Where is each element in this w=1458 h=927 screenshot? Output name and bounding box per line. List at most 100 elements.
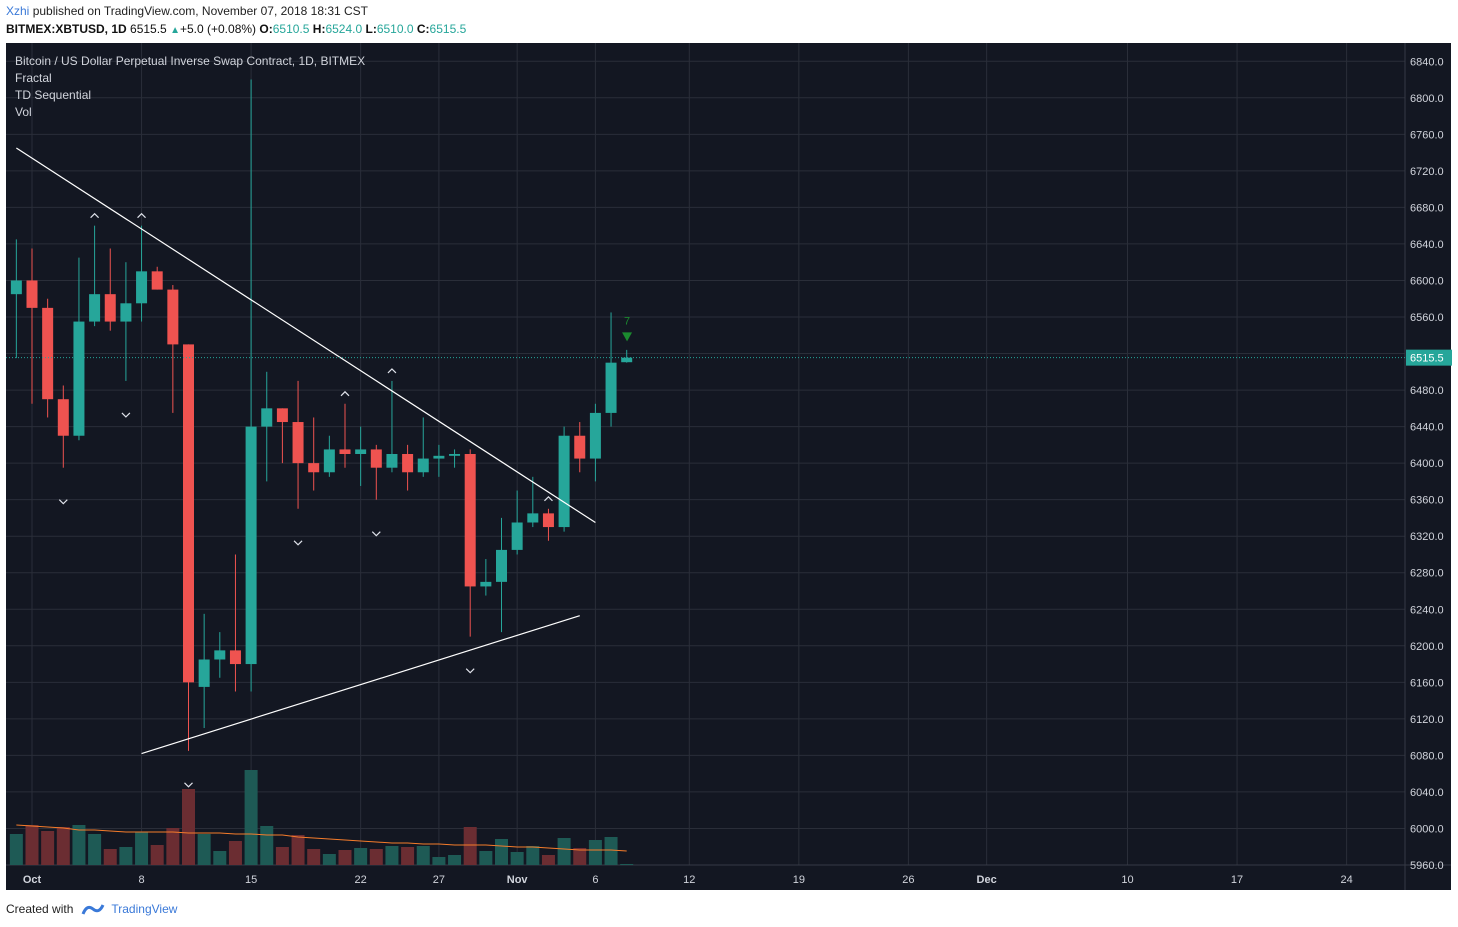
- volume-bar: [354, 848, 368, 865]
- volume-bar: [338, 850, 352, 865]
- volume-bar: [526, 846, 540, 865]
- time-tick-label: 15: [245, 874, 257, 886]
- volume-bar: [291, 835, 305, 865]
- close-value: 6515.5: [429, 22, 467, 36]
- volume-bar: [228, 841, 242, 865]
- ohlc-line: BITMEX:XBTUSD, 1D 6515.5 ▲+5.0 (+0.08%) …: [6, 22, 466, 36]
- candle-body: [355, 449, 367, 454]
- fractal-down-marker: [371, 531, 381, 537]
- high-label: H:: [312, 22, 326, 36]
- open-label: O:: [259, 22, 273, 36]
- legend-indicator-vol[interactable]: Vol: [15, 105, 32, 119]
- candle-body: [292, 422, 304, 464]
- candle-body: [26, 280, 38, 308]
- candle-body: [89, 294, 101, 322]
- volume-bar: [275, 847, 289, 865]
- trendline: [141, 615, 580, 755]
- time-tick-label: Oct: [23, 874, 42, 886]
- candle-body: [402, 454, 414, 473]
- candle-body: [464, 454, 476, 587]
- fractal-down-marker: [465, 668, 475, 674]
- time-tick-label: 22: [355, 874, 367, 886]
- volume-bar: [510, 852, 524, 865]
- time-tick-label: 17: [1231, 874, 1243, 886]
- volume-bar: [25, 825, 39, 865]
- candle-body: [433, 455, 445, 459]
- volume-bar: [479, 851, 493, 865]
- up-arrow-icon: ▲: [170, 25, 180, 36]
- price-tick-label: 6160.0: [1410, 677, 1444, 689]
- candle-body: [229, 650, 241, 665]
- last-price-badge: [1406, 349, 1452, 366]
- legend: Bitcoin / US Dollar Perpetual Inverse Sw…: [15, 54, 365, 119]
- volume-bar: [88, 834, 102, 865]
- tradingview-logo-icon: [81, 904, 105, 915]
- volume-bar: [322, 854, 336, 865]
- volume-bar: [541, 855, 555, 865]
- candle-body: [167, 289, 179, 345]
- candle-body: [339, 449, 351, 454]
- price-tick-label: 6560.0: [1410, 312, 1444, 324]
- author-link[interactable]: Xzhi: [6, 4, 30, 18]
- footer: Created with TradingView: [6, 902, 177, 916]
- candle-body: [10, 280, 22, 295]
- price-tick-label: 6200.0: [1410, 641, 1444, 653]
- candle-body: [183, 344, 194, 683]
- legend-indicator-fractal[interactable]: Fractal: [15, 71, 52, 85]
- candle-body: [480, 581, 492, 587]
- candle-body: [370, 449, 382, 468]
- volume-bar: [432, 857, 446, 865]
- price-tick-label: 6480.0: [1410, 385, 1444, 397]
- time-tick-label: 27: [433, 874, 445, 886]
- candle-body: [73, 321, 85, 436]
- time-tick-label: 8: [138, 874, 144, 886]
- time-tick-label: 10: [1121, 874, 1133, 886]
- legend-title: Bitcoin / US Dollar Perpetual Inverse Sw…: [15, 54, 365, 68]
- volume-bar: [244, 770, 258, 865]
- price-tick-label: 6040.0: [1410, 787, 1444, 799]
- time-tick-label: 19: [793, 874, 805, 886]
- volume-bar: [182, 789, 195, 865]
- price-axis[interactable]: 5960.0 6000.0 6040.0 6080.0 6120.0 6160.0 6200…: [1406, 56, 1452, 872]
- time-tick-label: Dec: [977, 874, 997, 886]
- close-label: C:: [416, 22, 430, 36]
- candle-body: [496, 549, 507, 582]
- candle-body: [621, 357, 633, 363]
- volume-bar: [385, 846, 399, 865]
- price-tick-label: 6640.0: [1410, 239, 1444, 251]
- candle-body: [198, 659, 210, 687]
- low-label: L:: [365, 22, 377, 36]
- volume-bar: [448, 855, 462, 865]
- fractal-down-marker: [184, 782, 193, 788]
- last-price-label: 6515.5: [1410, 353, 1444, 365]
- price-tick-label: 6600.0: [1410, 275, 1444, 287]
- volume-bar: [260, 826, 274, 865]
- volume-bar: [620, 864, 634, 865]
- volume-bar: [557, 838, 571, 865]
- volume-bar: [56, 827, 70, 865]
- published-text: published on TradingView.com, November 0…: [32, 4, 369, 18]
- last-price-text: 6515.5: [130, 22, 167, 36]
- volume-bar: [9, 834, 23, 865]
- price-tick-label: 6240.0: [1410, 604, 1444, 616]
- price-tick-label: 6800.0: [1410, 93, 1444, 105]
- price-tick-label: 6000.0: [1410, 823, 1444, 835]
- volume-bar: [135, 832, 149, 865]
- volume-bar: [463, 827, 477, 865]
- fractal-up-marker: [340, 390, 350, 397]
- high-value: 6524.0: [325, 22, 363, 36]
- candle-body: [136, 271, 148, 304]
- time-axis[interactable]: Oct 8 15 22 27 Nov 6 12 19 26 Dec 10 17 24: [23, 874, 1353, 886]
- fractal-down-marker: [58, 499, 68, 505]
- trendline: [16, 147, 596, 524]
- time-tick-label: 12: [683, 874, 695, 886]
- volume-bar: [588, 840, 602, 865]
- candle-body: [558, 435, 570, 528]
- legend-indicator-td-sequential[interactable]: TD Sequential: [15, 88, 91, 102]
- td-signal-icon: [622, 332, 633, 342]
- candle-body: [120, 303, 132, 322]
- price-tick-label: 6320.0: [1410, 531, 1444, 543]
- candle-body: [527, 513, 539, 523]
- tradingview-link[interactable]: TradingView: [111, 902, 178, 916]
